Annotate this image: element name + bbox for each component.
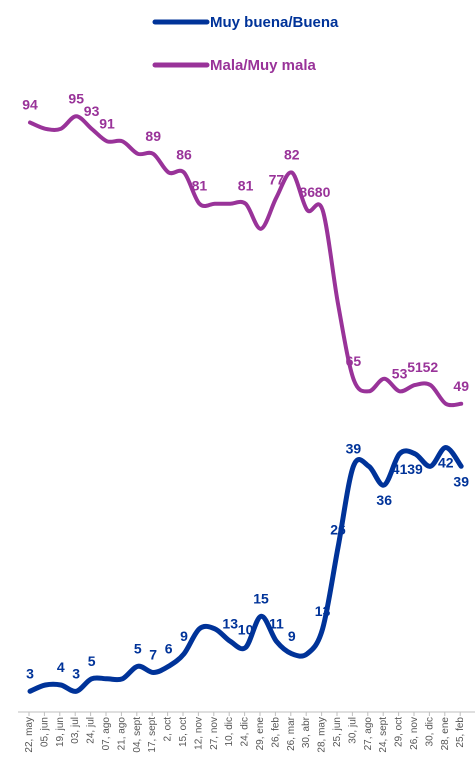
data-label-s1-15: 52 <box>423 359 439 375</box>
x-tick-label: 17, sept <box>147 717 158 753</box>
x-tick-label: 26, mar <box>286 716 297 751</box>
x-tick-label: 04, sept <box>132 717 143 753</box>
x-tick-label: 25, feb <box>455 717 466 748</box>
data-label-s0-7: 9 <box>180 628 188 644</box>
x-tick-label: 25, jun <box>332 717 343 747</box>
data-label-s1-13: 53 <box>392 365 408 381</box>
data-label-s1-5: 86 <box>176 147 192 163</box>
x-tick-label: 15, oct <box>178 717 189 747</box>
data-label-s0-17: 41 <box>392 461 408 477</box>
x-tick-label: 10, dic <box>224 717 235 746</box>
x-tick-label: 30, dic <box>424 717 435 746</box>
data-label-s0-10: 15 <box>253 590 269 606</box>
data-label-s0-12: 9 <box>288 628 296 644</box>
legend: Muy buena/Buena Mala/Muy mala <box>152 14 339 74</box>
x-tick-label: 30, abr <box>301 716 312 748</box>
x-tick-label: 05, jun <box>39 717 50 747</box>
x-tick-label: 19, jun <box>55 717 66 747</box>
x-tick-label: 07, ago <box>101 717 112 751</box>
x-tick-label: 27, ago <box>363 717 374 751</box>
data-label-s0-11: 11 <box>269 615 284 631</box>
data-label-s0-3: 5 <box>88 653 96 669</box>
data-label-s0-16: 36 <box>376 492 392 508</box>
x-axis: 22, may 05, jun 19, jun 03, jul 24, jul 07, a… <box>18 711 475 753</box>
data-label-s1-7: 81 <box>238 178 254 194</box>
legend-label-0: Muy buena/Buena <box>210 14 339 31</box>
data-label-s1-2: 93 <box>84 103 100 119</box>
x-tick-label: 29, ene <box>255 717 266 751</box>
x-tick-label: 21, ago <box>116 717 127 751</box>
x-tick-label: 2, oct <box>163 717 174 742</box>
x-tick-label: 12, nov <box>193 717 204 750</box>
x-tick-label: 28, may <box>317 717 328 753</box>
data-label-s0-6: 6 <box>165 640 173 656</box>
x-tick-label: 22, may <box>24 717 35 753</box>
series-line-1 <box>28 114 464 408</box>
data-label-s0-19: 42 <box>438 455 454 471</box>
data-label-s0-0: 3 <box>26 665 34 681</box>
data-label-s0-5: 7 <box>149 647 157 663</box>
data-label-s1-1: 95 <box>68 90 84 106</box>
x-tick-label: 29, oct <box>394 717 405 747</box>
data-label-s1-4: 89 <box>145 128 161 144</box>
x-tick-label: 27, nov <box>209 717 220 750</box>
data-label-s1-16: 49 <box>453 378 469 394</box>
data-label-s0-14: 26 <box>330 522 346 538</box>
data-label-s0-8: 13 <box>222 615 238 631</box>
data-label-s1-11: 80 <box>315 184 331 200</box>
x-tick-label: 03, jul <box>70 717 81 744</box>
data-label-s1-14: 51 <box>407 359 423 375</box>
x-tick-label: 28, ene <box>440 717 451 751</box>
data-label-s0-13: 13 <box>315 603 331 619</box>
data-label-s0-15: 39 <box>346 440 362 456</box>
x-tick-label: 24, sept <box>378 717 389 753</box>
x-tick-label: 30, jul <box>347 717 358 744</box>
data-label-s0-9: 10 <box>238 622 254 638</box>
legend-label-1: Mala/Muy mala <box>210 57 317 74</box>
data-label-s1-6: 81 <box>192 178 208 194</box>
x-tick-label: 26, nov <box>409 717 420 750</box>
series-line-0 <box>27 445 464 694</box>
data-label-s1-10: 86 <box>299 184 315 200</box>
data-label-s1-3: 91 <box>99 115 115 131</box>
data-label-s0-20: 39 <box>453 473 469 489</box>
data-label-s1-0: 94 <box>22 97 38 113</box>
data-label-s0-1: 4 <box>57 659 65 675</box>
data-label-s0-18: 39 <box>407 461 423 477</box>
series-lines <box>27 114 464 694</box>
data-label-s1-8: 77 <box>269 172 285 188</box>
data-label-s1-12: 65 <box>346 353 362 369</box>
x-tick-label: 24, dic <box>240 717 251 746</box>
data-label-s0-4: 5 <box>134 640 142 656</box>
data-label-s1-9: 82 <box>284 147 300 163</box>
data-label-s0-2: 3 <box>72 665 80 681</box>
x-tick-label: 26, feb <box>270 717 281 748</box>
x-tick-label: 24, jul <box>86 717 97 744</box>
